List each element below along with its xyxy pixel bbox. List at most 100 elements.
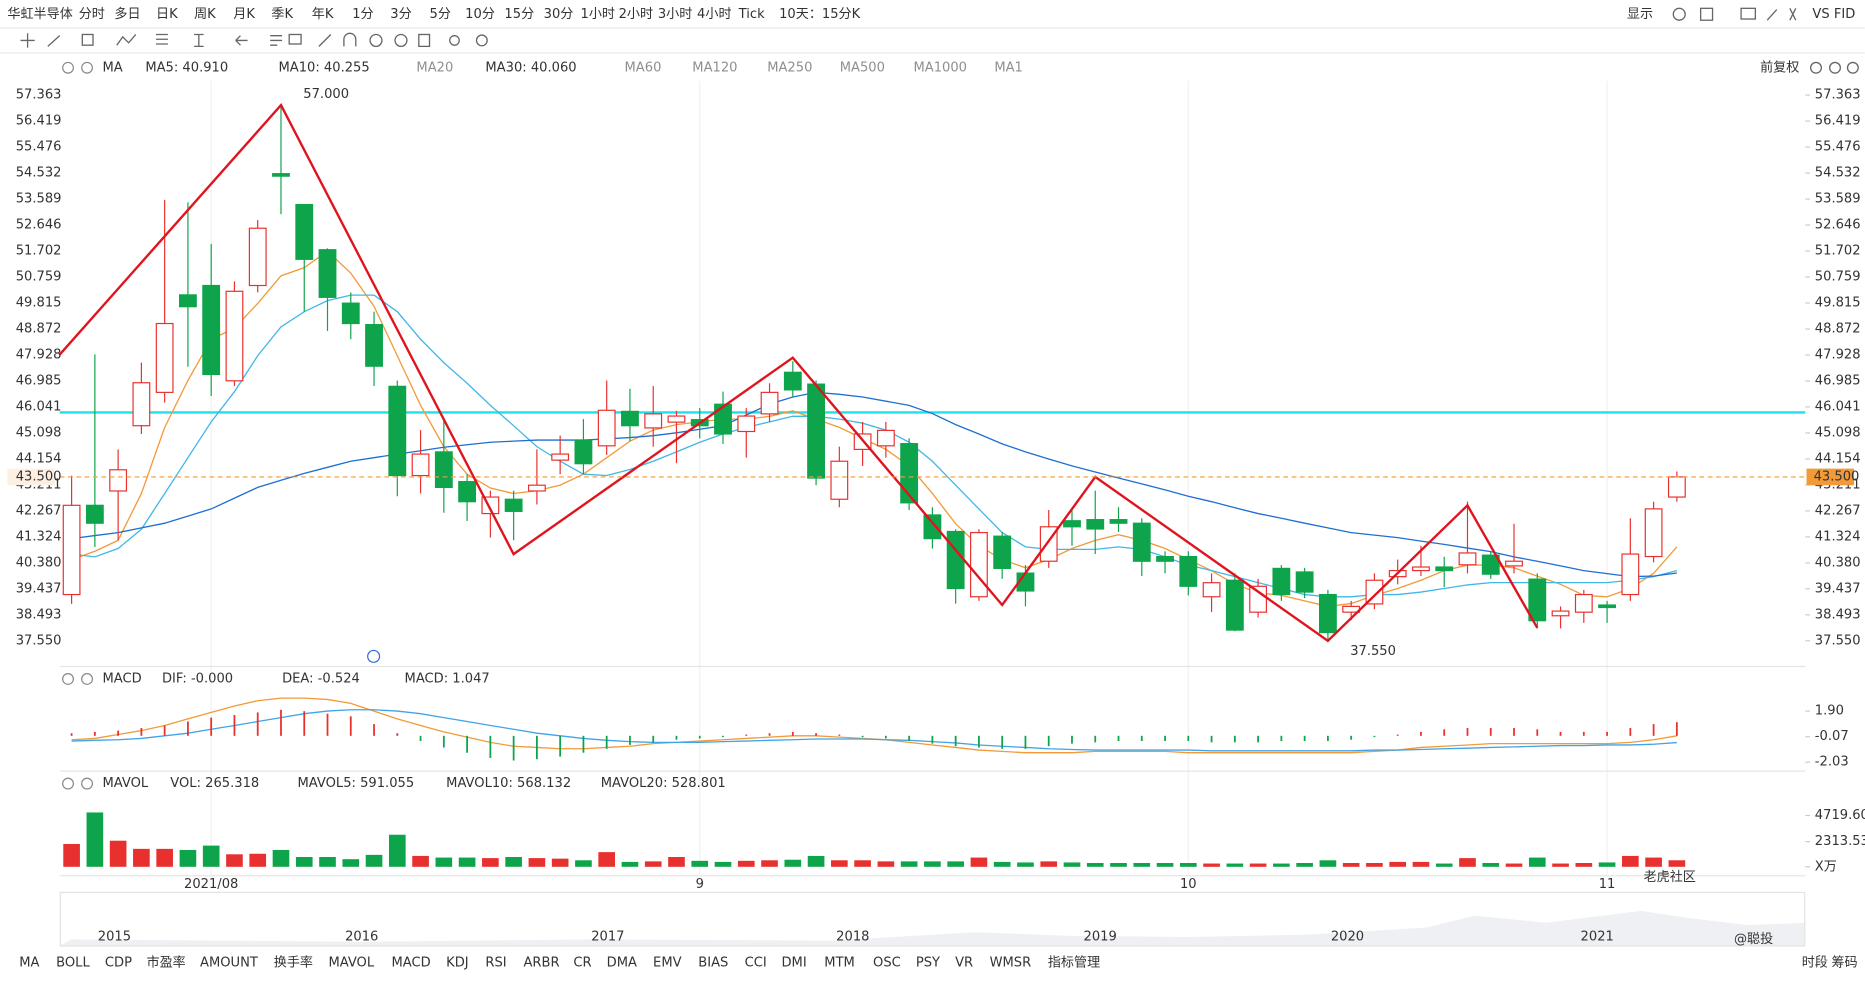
period-tab[interactable]: 年K — [312, 6, 334, 22]
legend-item[interactable]: MA500 — [840, 60, 885, 75]
period-tab[interactable]: 日K — [156, 7, 178, 22]
adjust-mode[interactable]: 前复权 — [1760, 58, 1799, 75]
navigator-frame[interactable] — [59, 891, 1806, 947]
period-tab[interactable]: 1分 — [352, 6, 373, 22]
tool-settings[interactable] — [475, 34, 488, 47]
legend-item[interactable]: DIF: -0.000 — [162, 671, 233, 686]
tool-link[interactable] — [449, 35, 460, 46]
indicator-tab[interactable]: CR — [573, 956, 591, 971]
drawing-tools[interactable] — [20, 7, 1859, 74]
panel-settings[interactable] — [62, 777, 74, 790]
period-tab[interactable]: 分时 — [79, 6, 105, 22]
indicator-tab[interactable]: BOLL — [56, 956, 90, 971]
period-tab[interactable]: 4小时 — [697, 6, 731, 22]
icon-camera[interactable] — [1740, 7, 1757, 20]
panel-close[interactable] — [81, 61, 94, 74]
tool-magnet[interactable] — [343, 32, 357, 47]
legend-item[interactable]: MA30: 40.060 — [485, 60, 576, 75]
period-tab[interactable]: 30分 — [544, 6, 574, 22]
icon-zoom-out[interactable] — [1829, 61, 1842, 74]
legend-item[interactable]: MA10: 40.255 — [279, 60, 370, 75]
range-select[interactable]: 10天：15分K — [779, 6, 861, 22]
tool-lock[interactable] — [369, 33, 383, 48]
panel-close[interactable] — [81, 673, 94, 685]
indicator-tab[interactable]: 指标管理 — [1048, 955, 1100, 971]
indicator-tab[interactable]: CDP — [105, 956, 132, 971]
indicator-tab[interactable]: BIAS — [698, 956, 728, 971]
indicator-tab[interactable]: VR — [955, 956, 973, 971]
indicator-tab[interactable]: EMV — [653, 956, 682, 971]
indicator-tab[interactable]: AMOUNT — [200, 956, 259, 971]
side-tab[interactable]: 筹码 — [1831, 954, 1857, 971]
side-tab[interactable]: 时段 — [1802, 955, 1828, 971]
indicator-tab[interactable]: PSY — [916, 956, 941, 971]
tool-note[interactable] — [288, 33, 302, 45]
indicator-tab[interactable]: MTM — [824, 956, 855, 971]
period-tab[interactable]: 月K — [233, 7, 255, 22]
period-tab[interactable]: 多日 — [114, 5, 140, 22]
tool-hide[interactable] — [394, 33, 408, 48]
indicator-tab[interactable]: MA — [19, 956, 39, 971]
period-tab[interactable]: Tick — [738, 7, 765, 22]
tool-move[interactable] — [20, 33, 35, 48]
indicator-name[interactable]: MA — [103, 60, 123, 75]
indicator-tab[interactable]: MACD — [391, 956, 430, 971]
period-tab[interactable]: 1小时 — [581, 6, 615, 22]
tool-fib[interactable] — [156, 33, 168, 45]
legend-item[interactable]: MA120 — [692, 60, 737, 75]
icon-settings[interactable] — [1672, 7, 1686, 21]
panel-settings[interactable] — [62, 61, 74, 74]
period-tab[interactable]: 季K — [271, 6, 293, 22]
panel-settings[interactable] — [62, 673, 74, 685]
legend-item[interactable]: MAVOL5: 591.055 — [298, 776, 415, 791]
display-menu[interactable]: 显示 — [1627, 7, 1653, 22]
legend-item[interactable]: MA1 — [994, 60, 1023, 75]
tool-pen[interactable] — [318, 34, 332, 47]
tool-arrow[interactable] — [235, 35, 248, 46]
panel-controls[interactable] — [62, 61, 381, 790]
symbol[interactable]: 华虹半导体 — [7, 6, 72, 22]
icon-layout[interactable] — [1699, 7, 1714, 21]
period-tab[interactable]: 周K — [194, 7, 216, 22]
indicator-tab[interactable]: 换手率 — [274, 954, 313, 971]
indicator-name[interactable]: MACD — [103, 671, 142, 686]
legend-item[interactable]: MA60 — [625, 60, 662, 75]
tool-delete[interactable] — [418, 33, 431, 48]
legend-item[interactable]: DEA: -0.524 — [282, 671, 360, 686]
indicator-name[interactable]: MAVOL — [103, 776, 149, 791]
indicator-tab[interactable]: CCI — [745, 956, 767, 971]
indicator-tab[interactable]: WMSR — [990, 956, 1032, 971]
legend-item[interactable]: MAVOL10: 568.132 — [446, 776, 571, 791]
period-tab[interactable]: 3分 — [390, 6, 411, 22]
period-tab[interactable]: 10分 — [465, 6, 495, 22]
indicator-tab[interactable]: 市盈率 — [147, 954, 186, 971]
legend-item[interactable]: MA20 — [416, 60, 453, 75]
indicator-tab[interactable]: ARBR — [523, 956, 559, 971]
tool-text[interactable] — [270, 35, 283, 46]
legend-item[interactable]: MACD: 1.047 — [405, 671, 490, 686]
tool-line[interactable] — [47, 35, 61, 47]
period-tab[interactable]: 2小时 — [619, 6, 653, 22]
indicator-tab[interactable]: MAVOL — [328, 956, 374, 971]
icon-undo[interactable] — [1809, 61, 1822, 74]
period-tab[interactable]: 3小时 — [658, 6, 692, 22]
panel-close[interactable] — [81, 777, 94, 790]
indicator-tab[interactable]: DMI — [781, 956, 806, 971]
legend-item[interactable]: MAVOL20: 528.801 — [601, 776, 726, 791]
period-tab[interactable]: 15分 — [504, 6, 534, 22]
indicator-tab[interactable]: KDJ — [446, 956, 469, 971]
tool-measure[interactable] — [194, 33, 204, 48]
legend-item[interactable]: MA5: 40.910 — [145, 60, 228, 75]
icon-zoom-in[interactable] — [1846, 61, 1859, 74]
icon-fullscreen[interactable] — [1789, 8, 1797, 21]
legend-item[interactable]: MA1000 — [913, 60, 967, 75]
indicator-tab[interactable]: DMA — [607, 956, 637, 971]
compare[interactable]: VS FID — [1812, 7, 1855, 22]
icon-draw[interactable] — [1766, 9, 1778, 21]
tool-rect[interactable] — [81, 33, 94, 46]
period-tab[interactable]: 5分 — [430, 6, 451, 22]
indicator-tab[interactable]: OSC — [873, 956, 901, 971]
event-marker[interactable] — [367, 649, 381, 663]
legend-item[interactable]: MA250 — [767, 60, 812, 75]
tool-path[interactable] — [116, 34, 137, 46]
